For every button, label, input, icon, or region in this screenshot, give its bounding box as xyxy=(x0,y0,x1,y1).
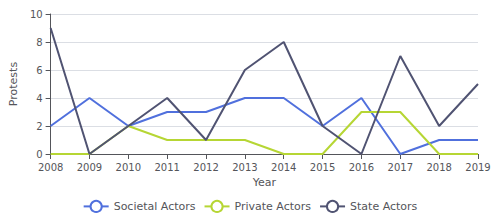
svg-text:2018: 2018 xyxy=(426,162,451,173)
svg-text:2010: 2010 xyxy=(116,162,141,173)
svg-text:10: 10 xyxy=(30,9,43,20)
svg-text:4: 4 xyxy=(36,93,42,104)
svg-text:Year: Year xyxy=(252,176,277,189)
svg-text:2019: 2019 xyxy=(465,162,490,173)
svg-text:2013: 2013 xyxy=(232,162,257,173)
svg-text:2015: 2015 xyxy=(310,162,335,173)
svg-text:6: 6 xyxy=(36,65,42,76)
svg-text:2014: 2014 xyxy=(271,162,296,173)
svg-text:Protests: Protests xyxy=(7,62,20,107)
svg-text:2012: 2012 xyxy=(193,162,218,173)
svg-text:2009: 2009 xyxy=(77,162,102,173)
svg-text:2008: 2008 xyxy=(38,162,63,173)
svg-text:0: 0 xyxy=(36,149,42,160)
svg-text:2017: 2017 xyxy=(388,162,413,173)
svg-text:2016: 2016 xyxy=(349,162,374,173)
svg-text:State Actors: State Actors xyxy=(350,200,418,213)
svg-text:2: 2 xyxy=(36,121,42,132)
svg-text:Societal Actors: Societal Actors xyxy=(114,200,196,213)
svg-text:2011: 2011 xyxy=(154,162,179,173)
svg-text:Private Actors: Private Actors xyxy=(235,200,312,213)
svg-text:8: 8 xyxy=(36,37,42,48)
